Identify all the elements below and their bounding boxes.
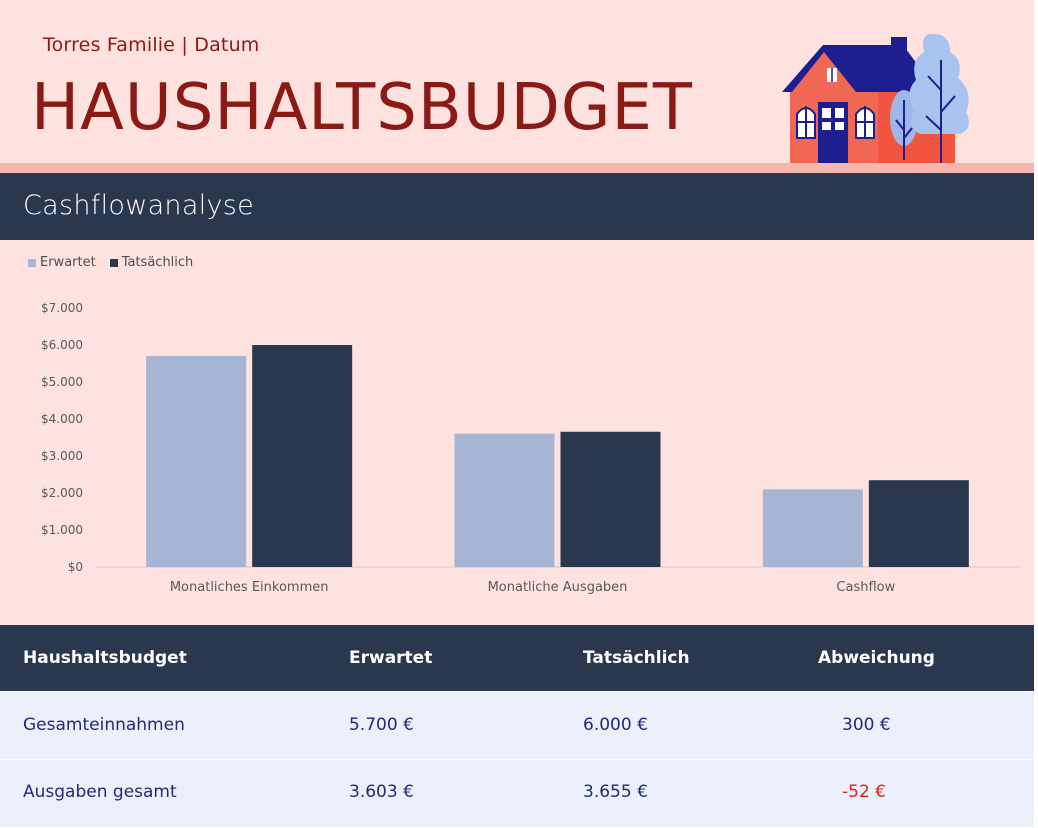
y-tick-label: $1.000 xyxy=(41,523,83,537)
row-actual[interactable]: 6.000 € xyxy=(583,715,648,735)
y-tick-label: $4.000 xyxy=(41,412,83,426)
x-tick-label: Cashflow xyxy=(836,580,895,595)
y-tick-label: $3.000 xyxy=(41,449,83,463)
house-illustration-icon xyxy=(782,33,969,163)
bar-actual xyxy=(252,345,353,567)
bar-expected xyxy=(146,356,247,567)
header-variance[interactable]: Abweichung xyxy=(818,648,935,668)
x-tick-label: Monatliche Ausgaben xyxy=(488,580,628,595)
header-actual[interactable]: Tatsächlich xyxy=(583,648,690,668)
row-actual[interactable]: 3.655 € xyxy=(583,782,648,802)
row-label[interactable]: Gesamteinnahmen xyxy=(23,715,185,735)
section-title[interactable]: Cashflowanalyse xyxy=(23,190,255,221)
table-row xyxy=(0,692,1034,760)
y-tick-label: $6.000 xyxy=(41,338,83,352)
row-expected[interactable]: 5.700 € xyxy=(349,715,414,735)
family-date-subtitle[interactable]: Torres Familie | Datum xyxy=(43,34,260,56)
header-budget[interactable]: Haushaltsbudget xyxy=(23,648,187,668)
chart-legend[interactable]: Erwartet Tatsächlich xyxy=(28,255,193,270)
legend-label-expected: Erwartet xyxy=(40,255,96,270)
bar-expected xyxy=(454,433,555,567)
page-title[interactable]: HAUSHALTSBUDGET xyxy=(31,71,693,145)
y-tick-label: $2.000 xyxy=(41,486,83,500)
legend-swatch-actual xyxy=(109,258,118,267)
legend-swatch-expected xyxy=(28,258,36,267)
row-variance[interactable]: 300 € xyxy=(842,715,891,735)
legend-item-actual: Tatsächlich xyxy=(109,255,194,270)
bar-actual xyxy=(560,431,661,567)
accent-strip xyxy=(0,163,1034,173)
row-variance[interactable]: -52 € xyxy=(842,782,886,802)
y-tick-label: $7.000 xyxy=(41,301,83,315)
bar-expected xyxy=(762,489,863,567)
header-expected[interactable]: Erwartet xyxy=(349,648,433,668)
row-label[interactable]: Ausgaben gesamt xyxy=(23,782,177,802)
x-tick-label: Monatliches Einkommen xyxy=(170,580,329,595)
cashflow-bar-chart[interactable]: $0 $1.000 $2.000 $3.000 $4.000 $5.000 $6.000 $7… xyxy=(0,240,1034,625)
table-header-row xyxy=(0,625,1034,691)
bar-actual xyxy=(868,480,969,567)
section-bar xyxy=(0,173,1034,240)
y-tick-label: $5.000 xyxy=(41,375,83,389)
legend-label-actual: Tatsächlich xyxy=(121,255,194,270)
legend-item-expected: Erwartet xyxy=(28,255,96,270)
row-expected[interactable]: 3.603 € xyxy=(349,782,414,802)
y-tick-label: $0 xyxy=(68,560,83,574)
